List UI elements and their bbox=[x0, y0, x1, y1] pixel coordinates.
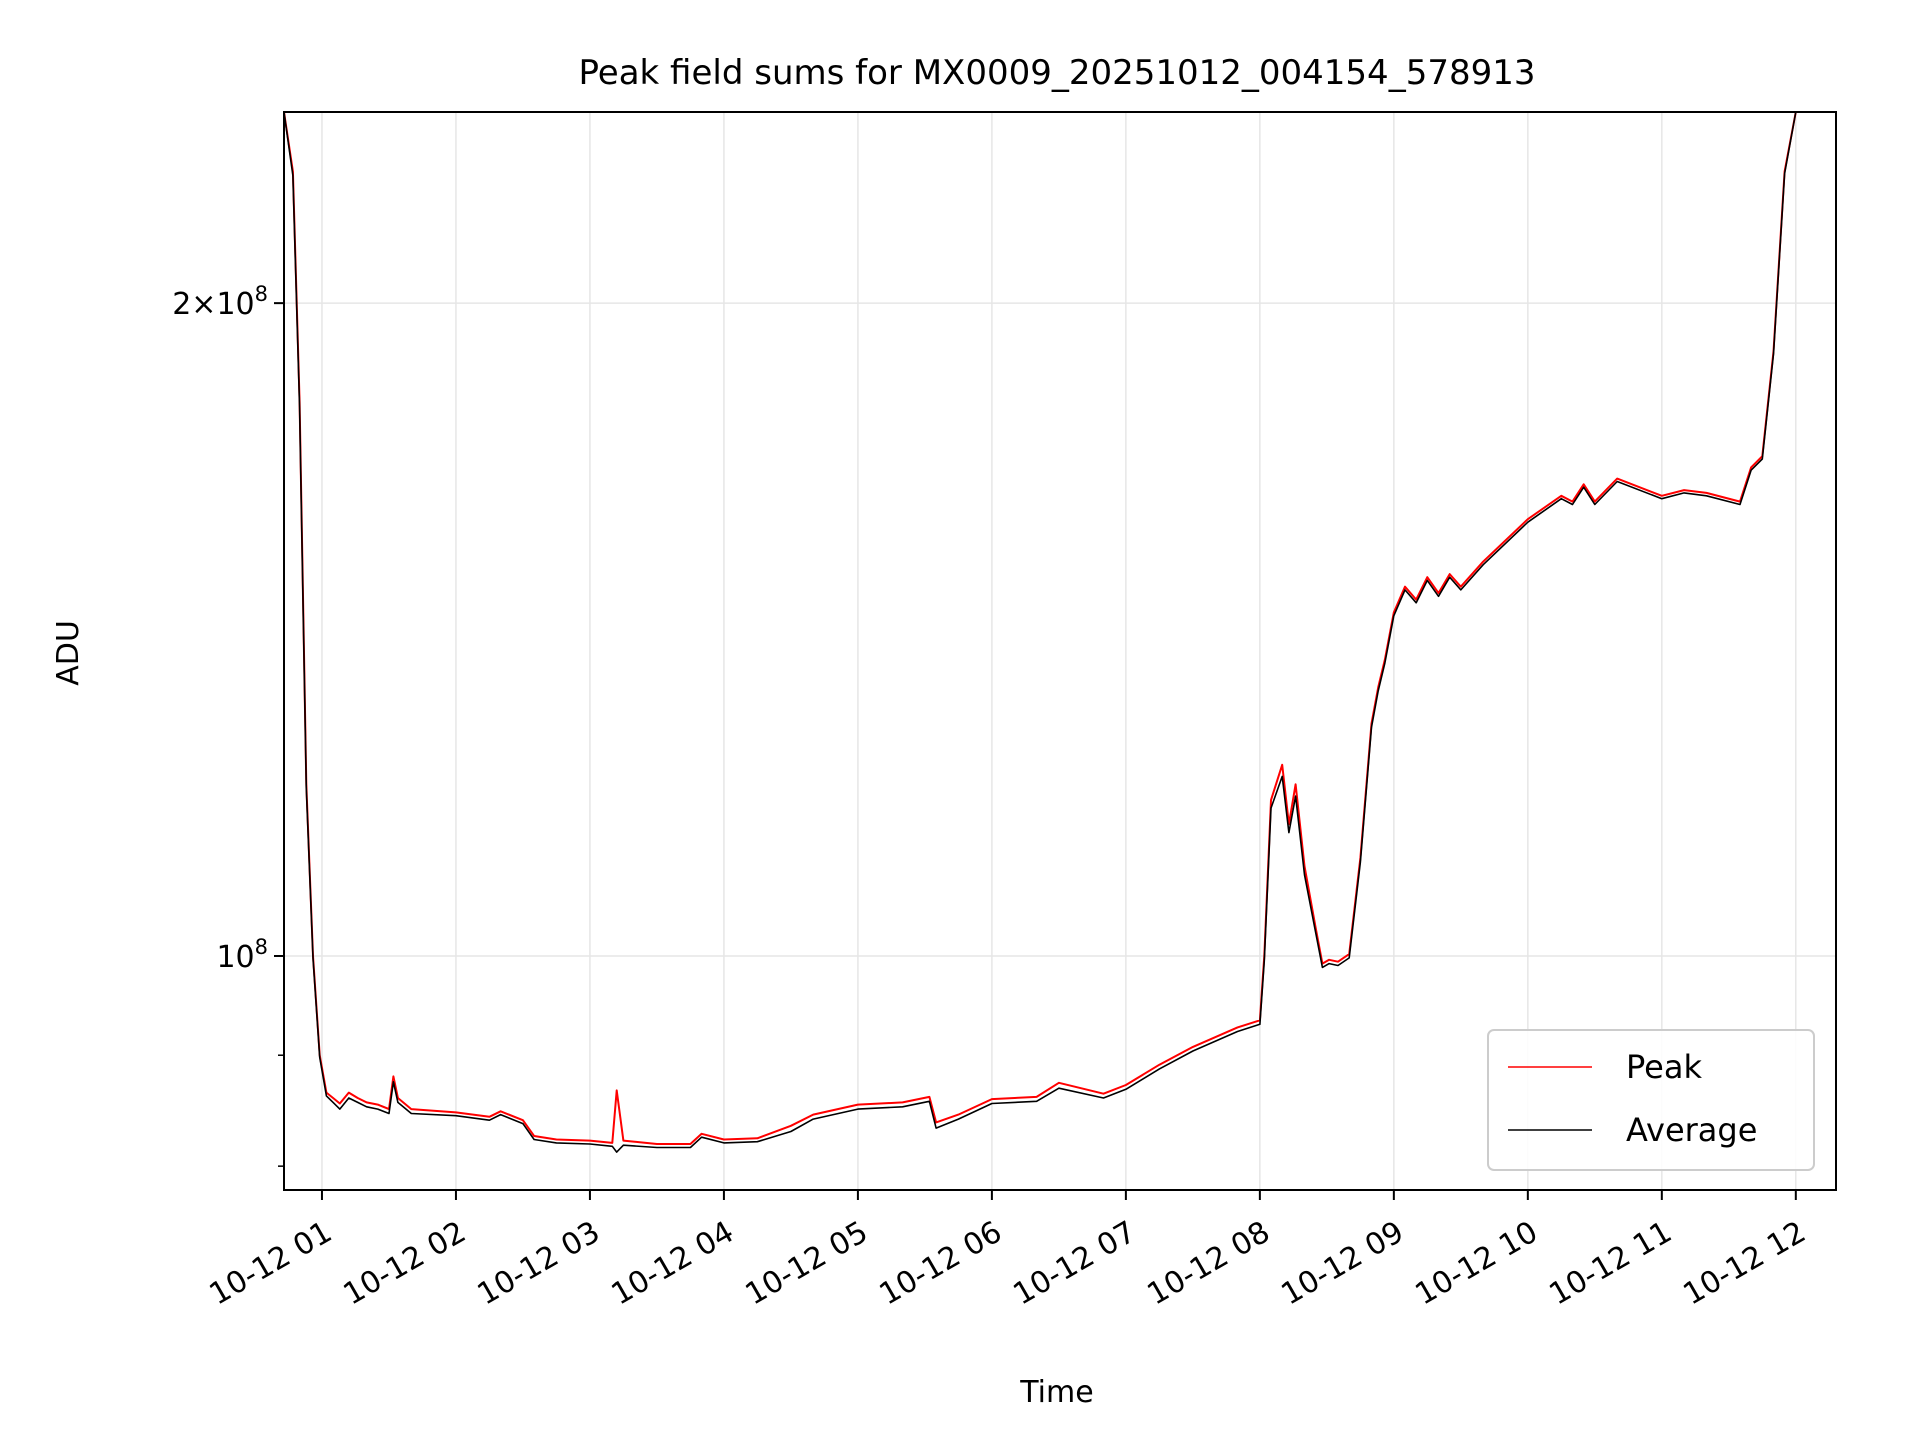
series-layer bbox=[284, 112, 1797, 1153]
y-tick-exponent: 8 bbox=[255, 282, 268, 306]
legend-label-average: Average bbox=[1626, 1111, 1757, 1149]
x-tick-label: 10-12 09 bbox=[1276, 1215, 1410, 1313]
x-axis: 10-12 01 10-12 02 10-12 03 10-12 04 10-12 05… bbox=[204, 1190, 1812, 1312]
legend-box bbox=[1487, 1029, 1815, 1171]
x-tick-label: 10-12 01 bbox=[204, 1215, 338, 1313]
legend-label-peak: Peak bbox=[1626, 1048, 1702, 1086]
series-line-peak bbox=[284, 112, 1797, 1145]
y-tick-label: 2×108 bbox=[172, 282, 268, 322]
series-line-average bbox=[284, 112, 1797, 1153]
x-tick-label: 10-12 03 bbox=[472, 1215, 606, 1313]
x-tick-label: 10-12 10 bbox=[1410, 1215, 1544, 1313]
y-tick-base: 10 bbox=[216, 940, 254, 975]
x-tick-label: 10-12 06 bbox=[874, 1215, 1008, 1313]
legend: Peak Average bbox=[1487, 1029, 1815, 1171]
y-axis-label: ADU bbox=[51, 620, 86, 686]
x-tick-label: 10-12 04 bbox=[606, 1215, 740, 1313]
x-tick-label: 10-12 12 bbox=[1677, 1215, 1811, 1313]
y-tick-exponent: 8 bbox=[255, 935, 268, 959]
grid bbox=[284, 112, 1836, 1190]
plot-frame bbox=[283, 111, 1837, 1191]
x-tick-label: 10-12 05 bbox=[740, 1215, 874, 1313]
y-tick-base: 10 bbox=[216, 287, 254, 322]
chart-title: Peak field sums for MX0009_20251012_0041… bbox=[579, 53, 1536, 93]
x-tick-label: 10-12 11 bbox=[1544, 1215, 1678, 1313]
x-tick-label: 10-12 08 bbox=[1142, 1215, 1276, 1313]
x-tick-label: 10-12 02 bbox=[338, 1215, 472, 1313]
y-tick-label: 108 bbox=[216, 935, 268, 975]
x-tick-label: 10-12 07 bbox=[1008, 1215, 1142, 1313]
x-axis-label: Time bbox=[1019, 1375, 1093, 1410]
y-tick-mantissa: 2× bbox=[172, 287, 216, 322]
